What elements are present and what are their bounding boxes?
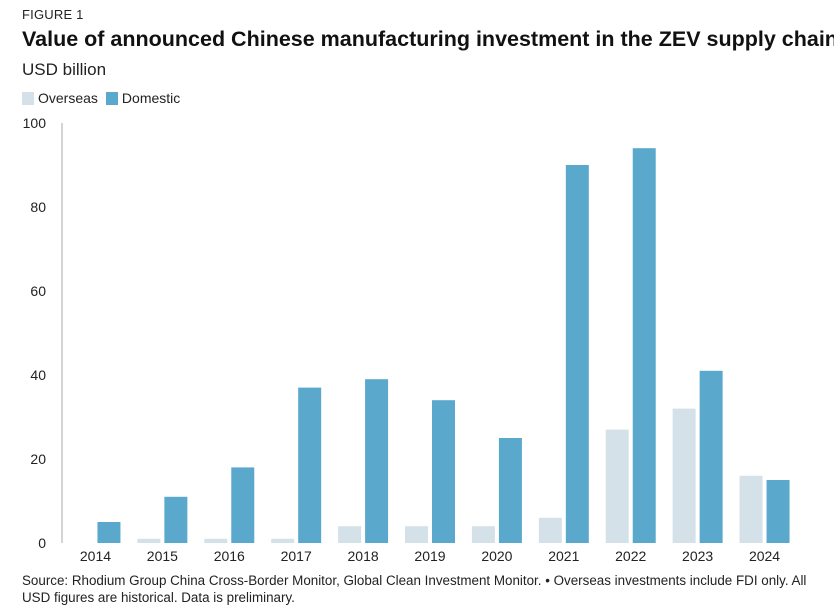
bar-domestic (365, 379, 389, 543)
x-tick-label: 2023 (682, 548, 713, 564)
bar-domestic (766, 480, 790, 543)
x-tick-label: 2017 (281, 548, 312, 564)
bar-domestic (97, 522, 121, 543)
bar-overseas (739, 475, 763, 543)
y-tick-label: 0 (38, 535, 46, 551)
bar-domestic (565, 165, 589, 543)
x-tick-label: 2022 (615, 548, 646, 564)
bar-overseas (605, 429, 629, 543)
x-tick-label: 2024 (749, 548, 780, 564)
legend-label-overseas: Overseas (38, 90, 98, 106)
legend-item-overseas: Overseas (22, 90, 98, 106)
bar-chart: 0 20 40 60 80 100 2014 2015 2016 2017 2018 2019 2020… (23, 115, 790, 564)
bar-overseas (338, 526, 362, 543)
legend-swatch-domestic (105, 91, 118, 105)
bar-domestic (164, 496, 188, 543)
bar-domestic (632, 148, 656, 543)
bar-domestic (231, 467, 255, 543)
x-tick-label: 2019 (414, 548, 445, 564)
figure-label: FIGURE 1 (22, 7, 84, 22)
source-note: Source: Rhodium Group China Cross-Border… (22, 573, 807, 605)
bar-domestic (432, 400, 455, 543)
y-tick-label: 40 (30, 367, 46, 383)
bar-overseas (672, 408, 696, 543)
y-tick-label: 80 (30, 199, 46, 215)
bar-overseas (204, 538, 228, 543)
legend: Overseas Domestic (22, 90, 188, 106)
bar-domestic (498, 438, 522, 543)
bar-overseas (405, 526, 428, 543)
x-tick-label: 2015 (147, 548, 178, 564)
chart-title: Value of announced Chinese manufacturing… (22, 27, 834, 51)
x-tick-label: 2016 (214, 548, 245, 564)
y-tick-label: 60 (30, 283, 46, 299)
x-tick-label: 2020 (481, 548, 512, 564)
x-tick-label: 2021 (548, 548, 579, 564)
bar-overseas (137, 538, 161, 543)
y-tick-label: 20 (30, 451, 46, 467)
x-tick-label: 2018 (348, 548, 379, 564)
bar-overseas (471, 526, 495, 543)
bar-domestic (298, 387, 322, 543)
bar-domestic (699, 370, 723, 543)
bar-overseas (271, 538, 295, 543)
y-tick-label: 100 (23, 115, 47, 131)
legend-item-domestic: Domestic (105, 90, 181, 106)
x-tick-label: 2014 (80, 548, 111, 564)
legend-swatch-overseas (22, 91, 34, 105)
bar-overseas (538, 517, 562, 543)
chart-subtitle: USD billion (22, 60, 107, 79)
legend-label-domestic: Domestic (121, 90, 181, 106)
